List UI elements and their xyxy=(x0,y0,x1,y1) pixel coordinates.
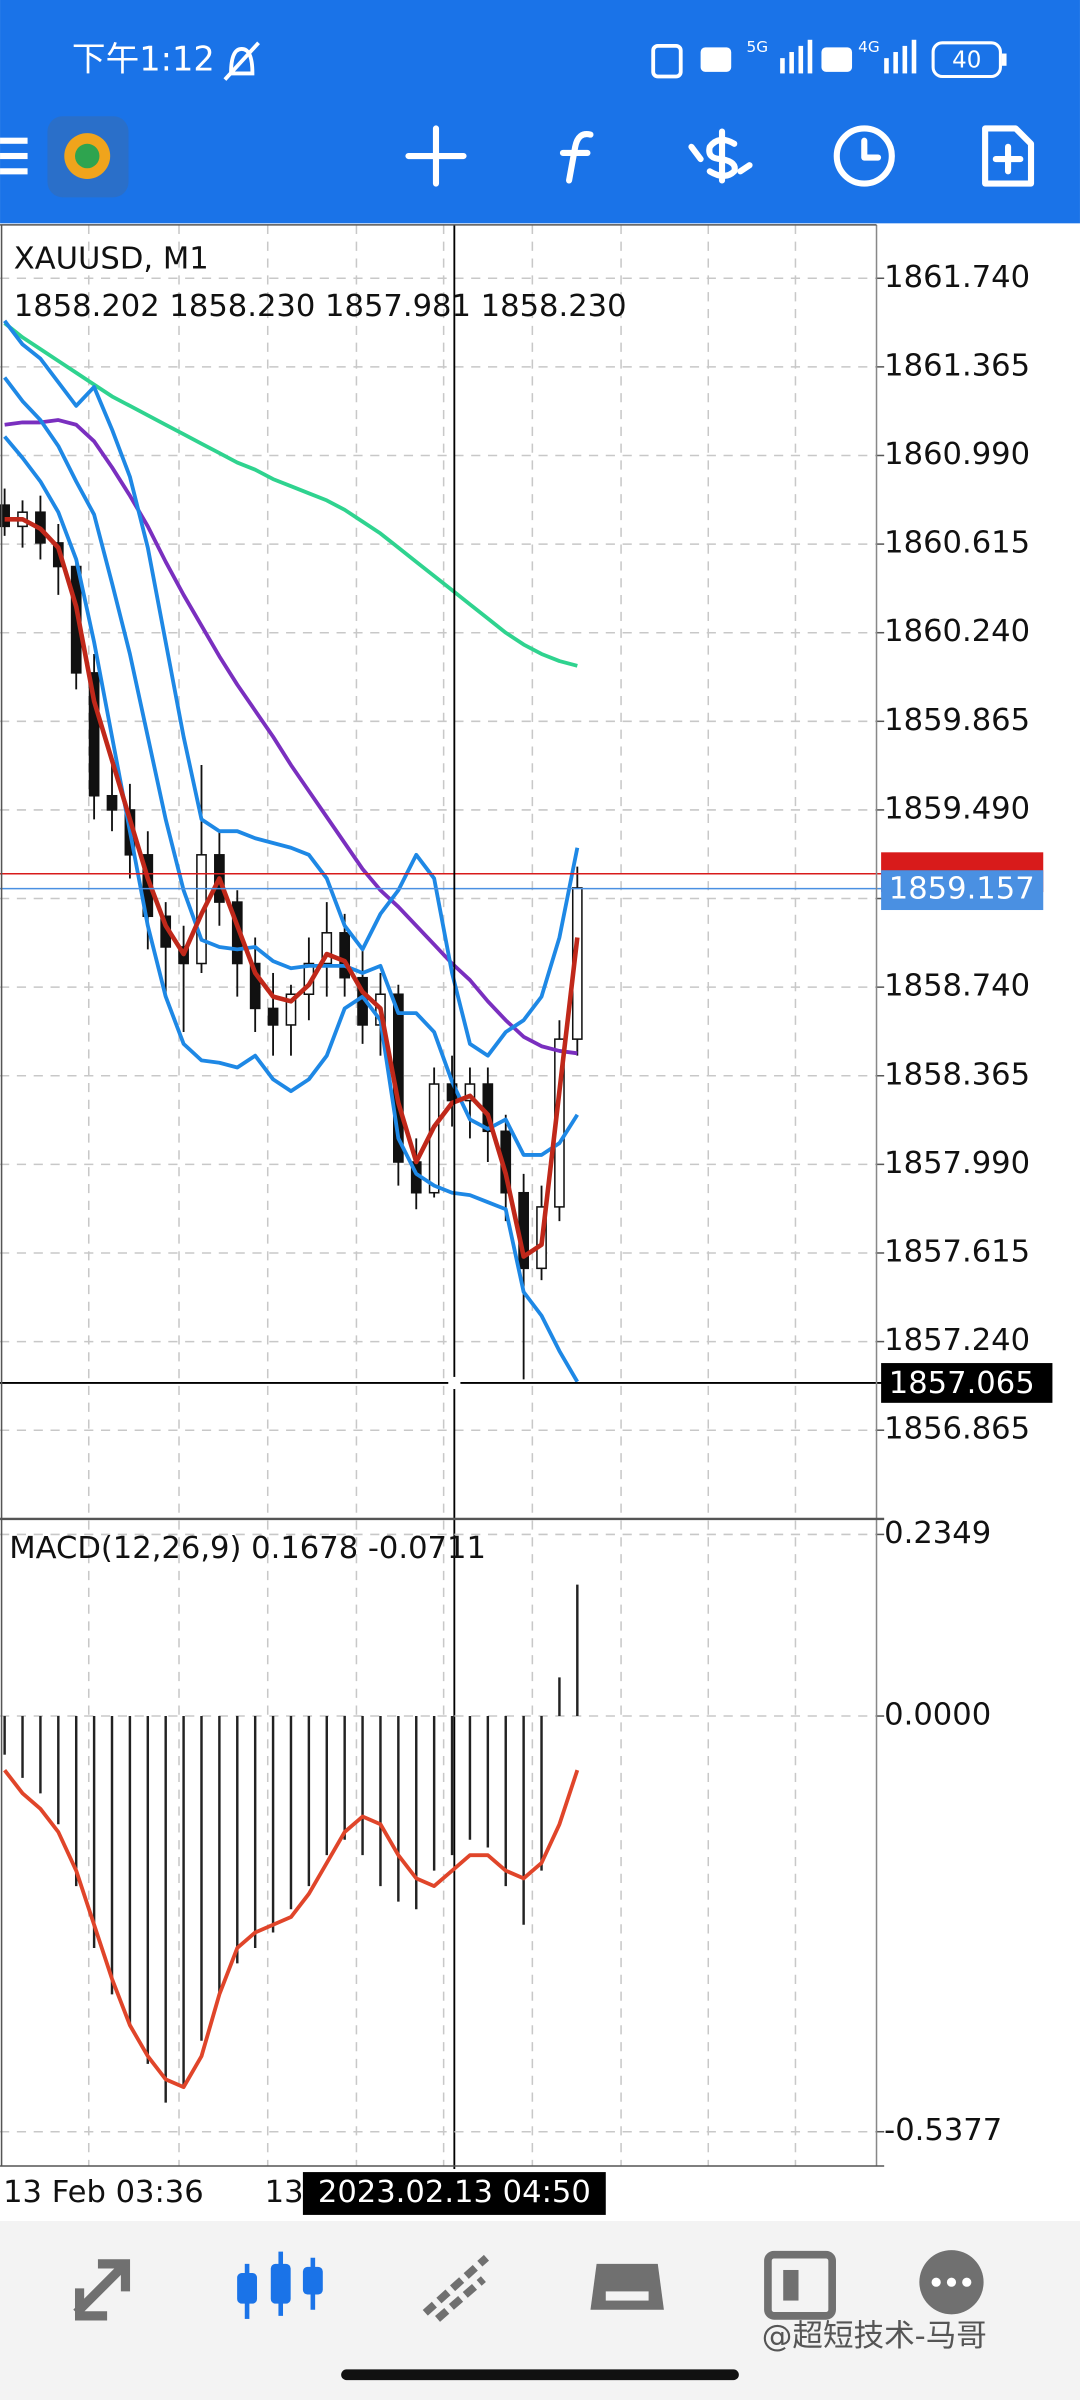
candle-body xyxy=(0,504,10,528)
candle-body xyxy=(285,993,297,1026)
watermark: @超短技术-马哥 xyxy=(762,2319,987,2354)
x-axis-label: 13 Feb 03:36 xyxy=(3,2175,204,2210)
signal-line xyxy=(3,1768,580,2090)
crosshair-price-box xyxy=(881,1363,1053,1403)
quotes-tab[interactable] xyxy=(73,2259,131,2321)
ohlc-readout: 1858.202 1858.230 1857.981 1858.230 xyxy=(14,289,627,324)
trade-button[interactable] xyxy=(688,128,753,184)
macd-title: MACD(12,26,9) 0.1678 -0.0711 xyxy=(9,1531,486,1566)
indicator-line xyxy=(3,376,579,1157)
status-icons: 5G 4G 40 xyxy=(651,38,1007,79)
chart-tab[interactable] xyxy=(237,2251,323,2319)
candle-body xyxy=(88,672,100,797)
indicator-line xyxy=(4,516,580,1259)
y-tick-label: 1861.740 xyxy=(884,260,1030,295)
y-tick-label: 1858.740 xyxy=(884,969,1030,1004)
indicator-line xyxy=(3,319,580,1058)
indicator-line xyxy=(4,418,578,1056)
y-tick-label: 1859.490 xyxy=(884,791,1030,826)
price-panel: 1861.740 1861.365 1860.990 1860.615 1860.240… xyxy=(0,224,1053,2170)
home-indicator xyxy=(341,2369,739,2381)
mute-icon xyxy=(223,41,260,81)
y-tick-label: 0.2349 xyxy=(884,1516,991,1551)
news-tab[interactable] xyxy=(764,2250,836,2320)
y-tick-label: 1857.240 xyxy=(884,1323,1030,1358)
app-icon[interactable] xyxy=(47,116,129,198)
candle-body xyxy=(339,932,351,979)
top-bar xyxy=(0,0,1080,224)
new-order-button[interactable] xyxy=(982,125,1035,187)
bid-label-box xyxy=(881,870,1044,911)
network-label: 5G xyxy=(747,38,769,56)
status-time: 下午1:12 xyxy=(72,40,215,79)
crosshair-price: 1857.065 xyxy=(889,1366,1035,1401)
bid-label: 1859.157 xyxy=(889,872,1035,907)
candle-body xyxy=(321,932,333,965)
candle-body xyxy=(464,1083,476,1102)
crosshair-center xyxy=(448,1376,461,1390)
y-tick-label: 1860.615 xyxy=(884,526,1030,561)
indicators-button[interactable] xyxy=(559,131,594,184)
crosshair-time-box xyxy=(302,2172,606,2215)
y-tick-label: 1858.365 xyxy=(884,1057,1030,1092)
y-tick-label: 1860.990 xyxy=(884,437,1030,472)
y-tick-label: 1860.240 xyxy=(884,614,1030,649)
trade-tab[interactable] xyxy=(422,2254,490,2322)
y-tick-label: 1861.365 xyxy=(884,348,1030,383)
history-button[interactable] xyxy=(833,125,895,187)
candle-body xyxy=(249,962,261,1010)
y-tick-label: 1856.865 xyxy=(884,1412,1030,1447)
crosshair-button[interactable] xyxy=(405,125,467,187)
history-tab[interactable] xyxy=(590,2263,664,2310)
y-tick-label: -0.5377 xyxy=(884,2113,1002,2148)
chart-title: XAUUSD, M1 xyxy=(14,242,209,277)
candle-body xyxy=(267,1007,279,1026)
indicator-line xyxy=(3,321,578,668)
indicator-line xyxy=(3,435,579,1383)
y-tick-label: 1857.615 xyxy=(884,1234,1030,1269)
candle-body xyxy=(106,794,118,811)
battery-level: 40 xyxy=(952,48,981,74)
y-tick-label: 1857.990 xyxy=(884,1146,1030,1181)
crosshair-time: 2023.02.13 04:50 xyxy=(318,2175,591,2210)
network-label: 4G xyxy=(858,38,880,56)
menu-button[interactable] xyxy=(0,137,28,175)
candle-body xyxy=(428,1083,440,1194)
y-tick-label: 1859.865 xyxy=(884,703,1030,738)
chat-tab[interactable] xyxy=(919,2250,984,2315)
y-tick-label: 0.0000 xyxy=(884,1698,991,1733)
x-axis-label: 13 xyxy=(265,2175,304,2210)
